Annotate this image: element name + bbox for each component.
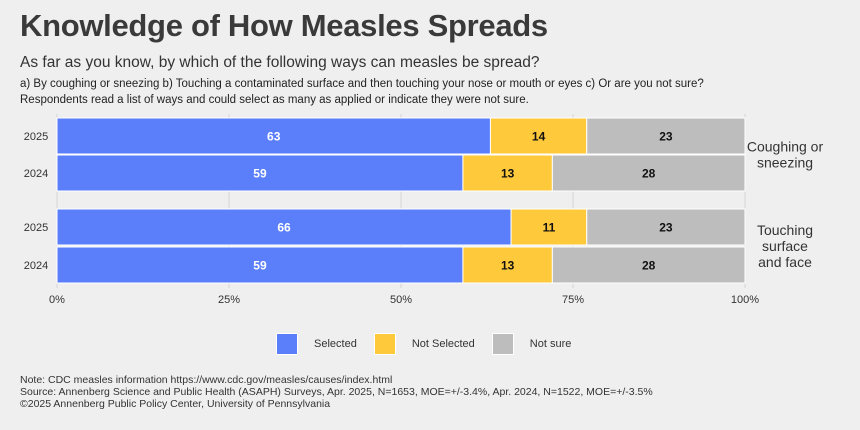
data-label: 66	[277, 221, 291, 235]
data-label: 23	[659, 130, 673, 144]
data-label: 28	[642, 259, 656, 273]
bar-segment-not-sure	[551, 154, 746, 192]
data-label: 59	[253, 167, 267, 181]
legend: Selected Not Selected Not sure	[276, 333, 588, 355]
chart-title: Knowledge of How Measles Spreads	[20, 8, 548, 43]
legend-item-selected: Selected	[276, 333, 357, 355]
data-label: 11	[543, 221, 556, 235]
note-cdc: Note: CDC measles information https://ww…	[20, 374, 393, 386]
x-tick-label: 25%	[218, 294, 240, 306]
data-label: 14	[532, 130, 546, 144]
group-label: sneezing	[757, 155, 813, 171]
bar-segment-selected	[56, 246, 464, 284]
bar-segment-selected	[56, 208, 512, 246]
bar-segment-selected	[56, 117, 491, 155]
legend-label: Not sure	[529, 338, 572, 350]
legend-swatch	[491, 333, 514, 355]
bar-segment-not-selected	[489, 117, 588, 155]
data-label: 59	[253, 259, 267, 273]
x-tick-label: 0%	[49, 294, 65, 306]
note-source: Source: Annenberg Science and Public Hea…	[20, 386, 653, 398]
x-tick-label: 100%	[731, 294, 759, 306]
respondent-note: Respondents read a list of ways and coul…	[20, 94, 529, 106]
data-label: 13	[501, 259, 515, 273]
bar-segment-selected	[56, 154, 464, 192]
bar-segment-not-sure	[586, 208, 746, 246]
group-label: Coughing or	[747, 139, 824, 155]
y-tick-label: 2024	[24, 168, 48, 180]
legend-swatch	[373, 333, 396, 355]
data-label: 63	[267, 130, 281, 144]
data-label: 23	[659, 221, 673, 235]
bar-segment-not-selected	[462, 246, 553, 284]
group-label: and face	[758, 254, 812, 270]
legend-label: Not Selected	[411, 338, 475, 350]
y-tick-label: 2024	[24, 260, 48, 272]
group-label: surface	[762, 238, 808, 254]
y-tick-label: 2025	[24, 222, 48, 234]
bar-segment-not-sure	[551, 246, 746, 284]
bar-segment-not-selected	[462, 154, 553, 192]
chart-subtitle: As far as you know, by which of the foll…	[20, 54, 540, 71]
x-tick-label: 75%	[562, 294, 584, 306]
bar-segment-not-sure	[586, 117, 746, 155]
x-tick-label: 50%	[390, 294, 412, 306]
group-label: Touching	[757, 222, 813, 238]
data-label: 13	[501, 167, 515, 181]
legend-label: Selected	[314, 338, 357, 350]
question-options: a) By coughing or sneezing b) Touching a…	[20, 78, 704, 90]
data-label: 28	[642, 167, 656, 181]
note-copyright: ©2025 Annenberg Public Policy Center, Un…	[20, 398, 331, 410]
legend-item-not-sure: Not sure	[491, 333, 572, 355]
y-tick-label: 2025	[24, 131, 48, 143]
legend-swatch	[276, 333, 298, 355]
legend-item-not-selected: Not Selected	[373, 333, 475, 355]
